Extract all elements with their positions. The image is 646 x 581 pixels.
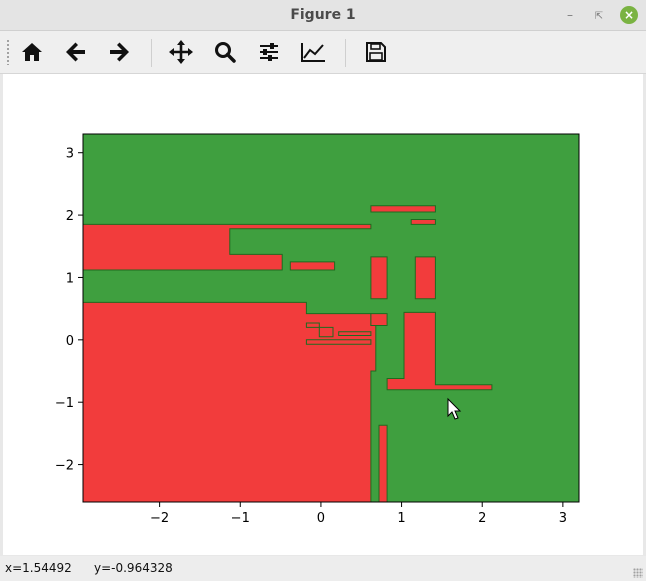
resize-grip[interactable] <box>633 568 643 578</box>
close-icon: × <box>623 8 635 22</box>
minimize-button[interactable]: – <box>561 6 579 24</box>
back-button[interactable] <box>61 37 91 67</box>
y-tick-label: −1 <box>55 396 74 411</box>
save-button[interactable] <box>361 37 391 67</box>
subplots-icon <box>260 43 278 61</box>
customize-button[interactable] <box>298 37 328 67</box>
x-tick-label: −2 <box>150 511 169 526</box>
red-region <box>338 331 372 336</box>
maximize-button[interactable]: ⇱ <box>590 6 608 24</box>
red-region <box>410 219 436 225</box>
red-region <box>289 261 336 271</box>
red-region <box>386 311 493 391</box>
red-region <box>370 205 436 213</box>
figure-canvas[interactable]: −2 −1 0 1 2 3 −2 −1 0 1 2 3 <box>3 74 643 555</box>
plot-svg[interactable]: −2 −1 0 1 2 3 −2 −1 0 1 2 3 <box>3 74 643 555</box>
edit-axis-icon <box>301 43 325 62</box>
cursor-y-readout: y=-0.964328 <box>94 561 173 575</box>
forward-button[interactable] <box>104 37 134 67</box>
mouse-cursor <box>447 397 462 420</box>
toolbar-separator <box>345 39 346 67</box>
toolbar <box>0 31 646 74</box>
red-region <box>305 322 320 328</box>
x-tick-label: 2 <box>478 511 486 526</box>
save-icon <box>366 42 386 62</box>
red-region <box>370 313 388 326</box>
zoom-icon <box>215 42 236 63</box>
pan-icon <box>169 40 193 64</box>
red-region <box>414 256 436 300</box>
status-bar: x=1.54492 y=-0.964328 <box>0 556 646 581</box>
minimize-icon: – <box>567 8 573 22</box>
red-region <box>305 339 372 345</box>
x-tick-label: 1 <box>397 511 405 526</box>
y-tick-label: 1 <box>66 271 74 286</box>
window-titlebar: Figure 1 – ⇱ × <box>0 0 646 31</box>
plot-regions <box>82 134 579 503</box>
home-icon <box>22 43 42 61</box>
back-arrow-icon <box>66 42 85 62</box>
axes-frame <box>82 133 580 503</box>
forward-arrow-icon <box>110 42 129 62</box>
red-region <box>370 256 388 300</box>
close-button[interactable]: × <box>620 6 638 24</box>
x-tick-label: 3 <box>559 511 567 526</box>
x-tick-label: 0 <box>317 511 325 526</box>
pan-button[interactable] <box>166 37 196 67</box>
y-tick-label: −2 <box>55 459 74 474</box>
red-region <box>378 424 388 503</box>
y-tick-label: 0 <box>66 334 74 349</box>
y-tick-label: 2 <box>66 209 74 224</box>
red-region <box>82 223 372 271</box>
maximize-icon: ⇱ <box>594 11 604 22</box>
home-button[interactable] <box>17 37 47 67</box>
toolbar-grip[interactable] <box>6 39 10 65</box>
toolbar-separator <box>151 39 152 67</box>
axis-ticks: −2 −1 0 1 2 3 −2 −1 0 1 2 3 <box>55 147 567 526</box>
red-region <box>318 326 334 338</box>
x-tick-label: −1 <box>231 511 250 526</box>
window-title: Figure 1 <box>290 7 356 23</box>
subplots-button[interactable] <box>254 37 284 67</box>
cursor-x-readout: x=1.54492 <box>5 561 72 575</box>
zoom-button[interactable] <box>210 37 240 67</box>
y-tick-label: 3 <box>66 147 74 162</box>
